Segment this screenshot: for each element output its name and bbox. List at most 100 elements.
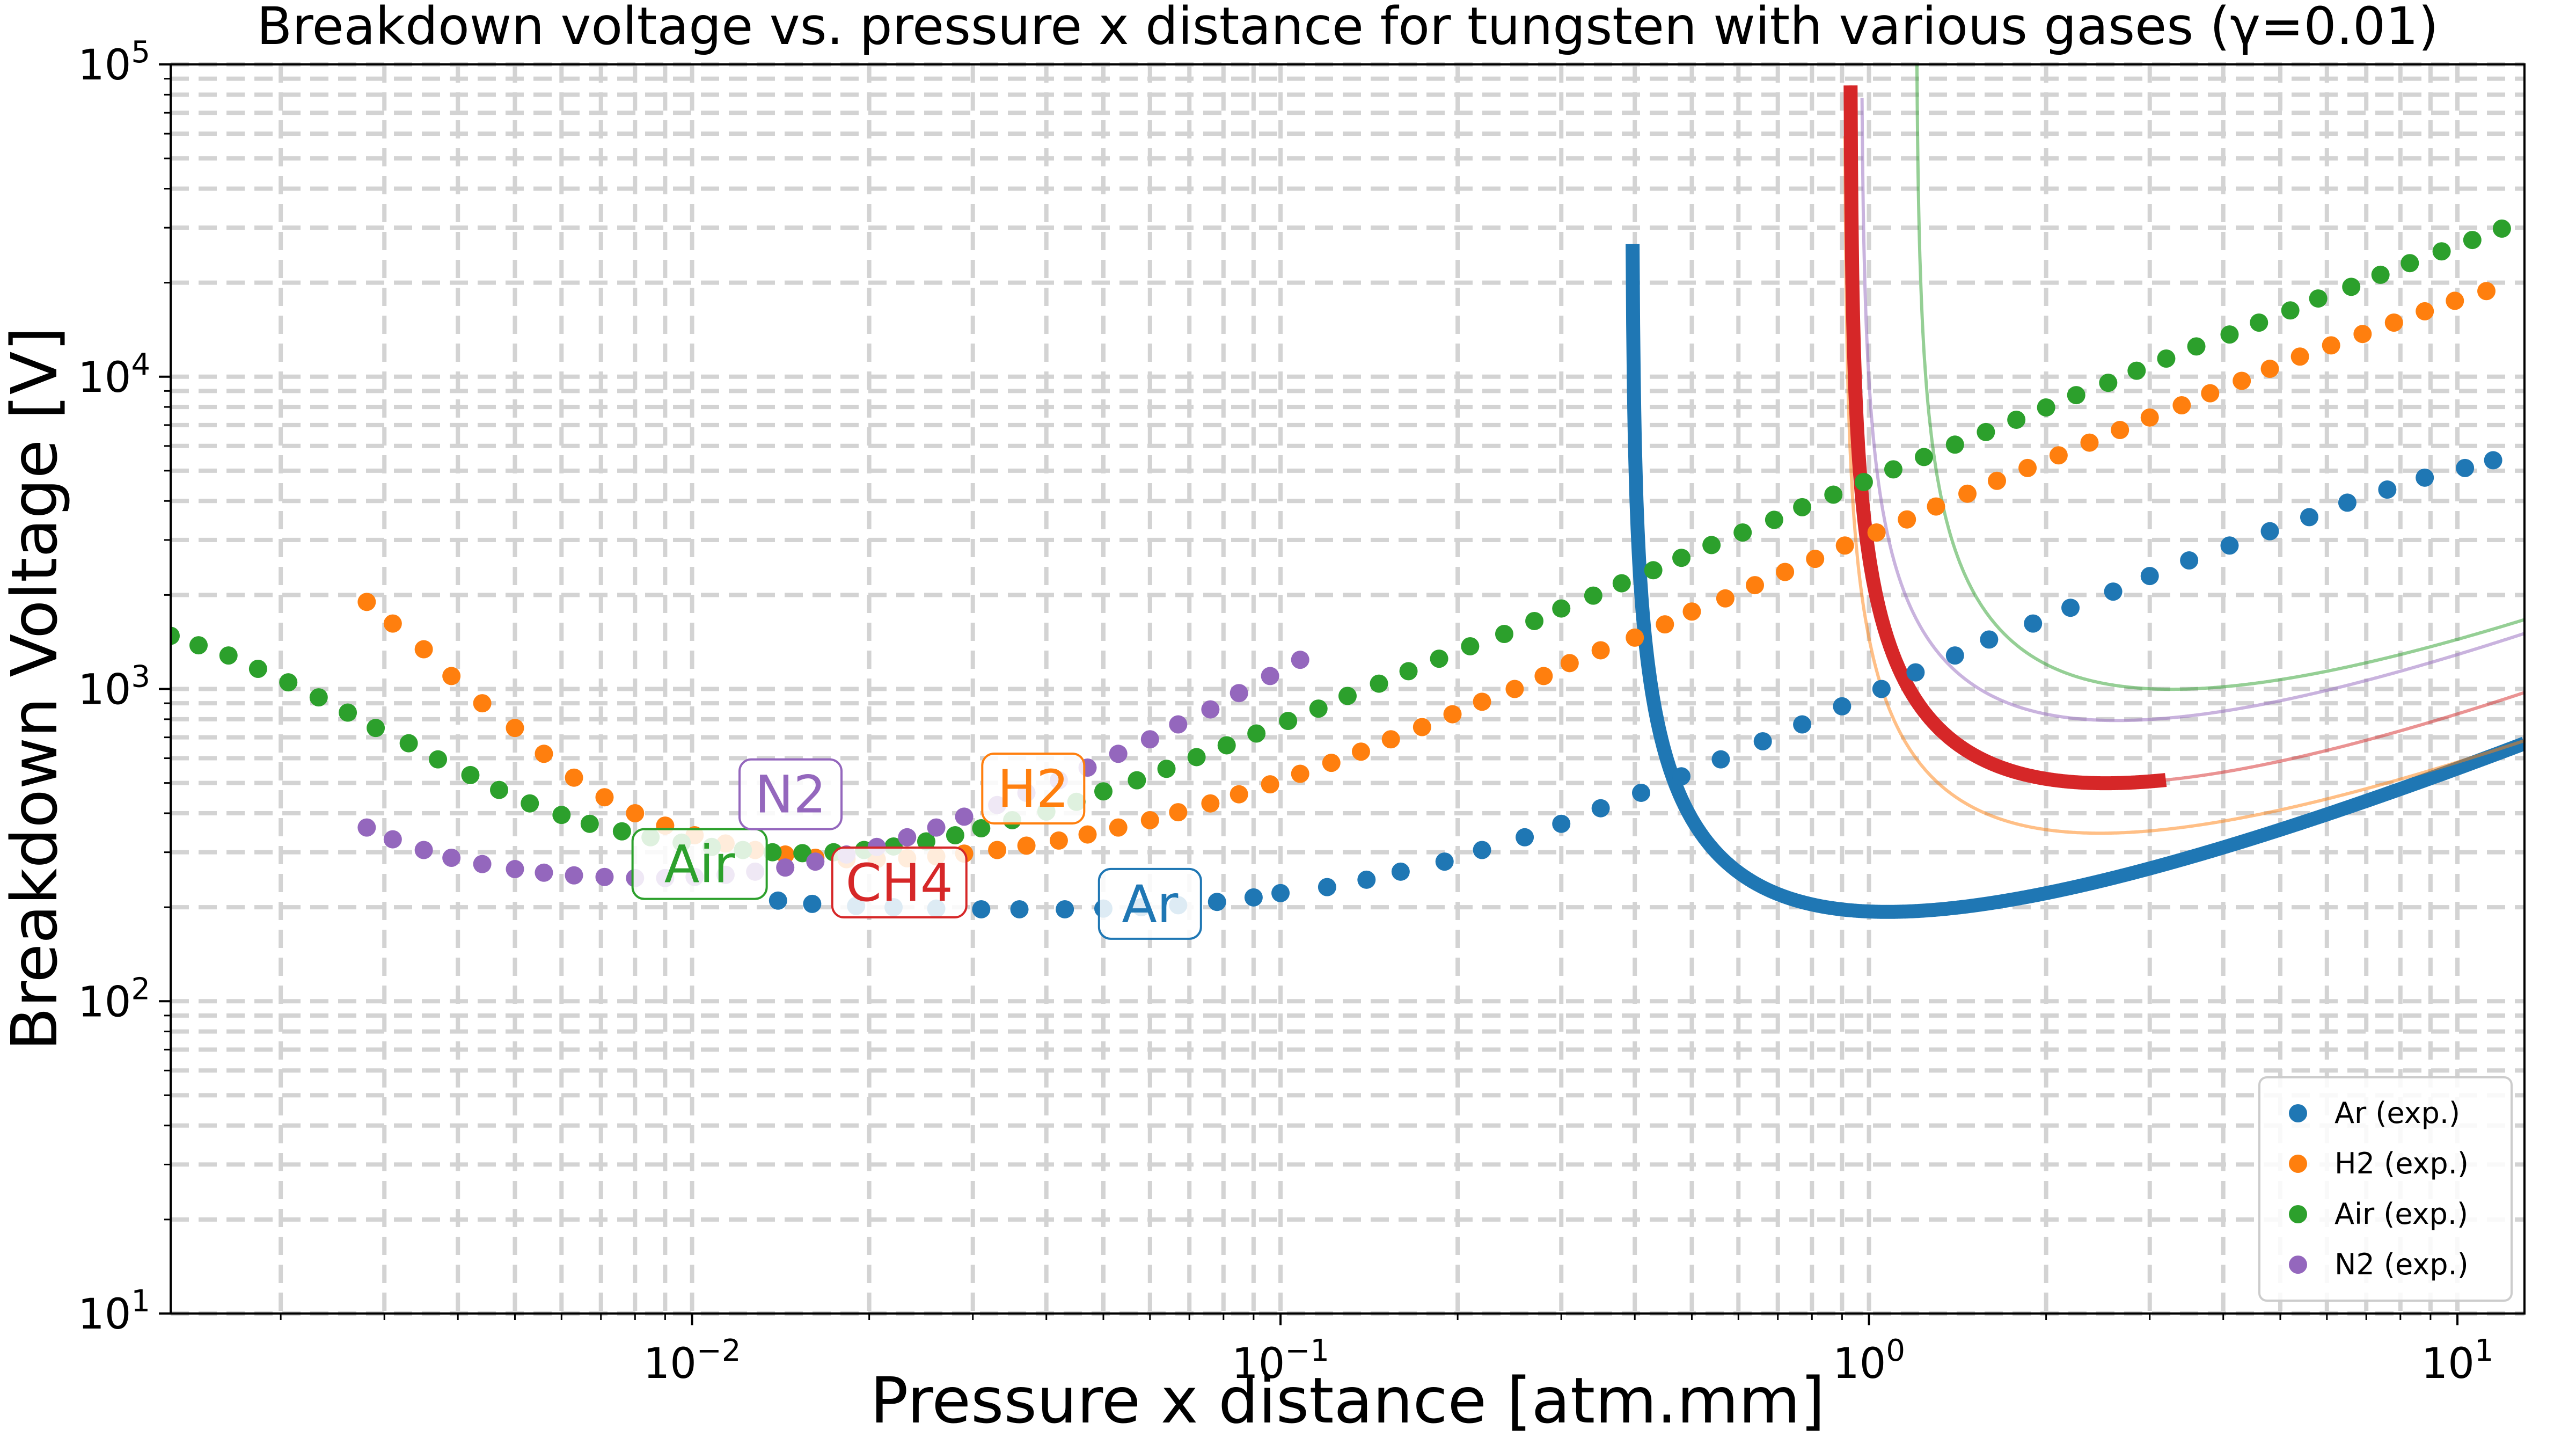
data-point-ar: [972, 900, 991, 918]
fit-curve-ar-highlight: [1626, 244, 2524, 919]
data-point-ar: [2061, 599, 2080, 617]
data-point-h2: [1291, 764, 1309, 783]
data-point-ar: [1357, 870, 1376, 889]
data-point-h2: [595, 788, 614, 807]
data-point-air: [367, 719, 385, 738]
x-axis-ticks: 10−2 10−1 100 101: [280, 1314, 2494, 1388]
data-point-h2: [1927, 497, 1945, 516]
data-point-h2: [383, 614, 402, 633]
data-point-h2: [1230, 785, 1248, 804]
data-point-air: [309, 688, 328, 707]
annotation-box-ch4: [831, 847, 968, 919]
data-point-h2: [2233, 371, 2251, 390]
data-point-ar: [1833, 697, 1851, 716]
data-point-air: [2432, 242, 2451, 261]
data-point-h2: [1591, 641, 1610, 660]
data-point-ar: [769, 891, 787, 910]
data-point-ar: [1672, 767, 1691, 786]
data-point-air: [2099, 374, 2118, 392]
data-point-h2: [2018, 458, 2037, 477]
data-point-n2: [595, 867, 614, 886]
data-point-air: [279, 673, 298, 692]
data-point-h2: [535, 745, 553, 763]
data-point-ar: [2024, 614, 2043, 633]
data-point-h2: [1169, 803, 1188, 822]
data-point-n2: [1169, 715, 1188, 734]
data-point-ar: [803, 894, 822, 913]
data-point-air: [917, 832, 935, 851]
data-point-air: [2463, 231, 2482, 250]
y-tick-label: 101: [78, 1284, 150, 1339]
data-point-air: [552, 806, 571, 824]
data-point-h2: [1835, 536, 1854, 555]
data-point-h2: [1656, 615, 1674, 634]
data-point-ar: [2300, 508, 2318, 527]
data-point-air: [339, 703, 357, 722]
data-point-air: [2037, 398, 2055, 417]
data-point-air: [490, 780, 509, 799]
data-point-ar: [2378, 480, 2397, 499]
data-point-ar: [1872, 680, 1891, 698]
data-point-air: [972, 819, 991, 838]
legend-marker-air: [2289, 1205, 2307, 1223]
data-point-h2: [1049, 831, 1068, 850]
data-point-air: [1793, 498, 1812, 516]
data-point-ar: [1711, 750, 1730, 769]
legend-box: [2258, 1076, 2513, 1302]
data-point-air: [521, 794, 539, 813]
data-point-ar: [2456, 458, 2475, 477]
data-point-n2: [473, 855, 492, 873]
data-point-h2: [2201, 384, 2220, 403]
data-point-air: [1612, 574, 1631, 593]
fit-curve-h2: [1843, 136, 2524, 835]
data-point-air: [1399, 662, 1418, 681]
data-point-ar: [1473, 841, 1491, 859]
data-point-air: [2220, 325, 2239, 344]
data-point-h2: [565, 768, 583, 787]
data-point-h2: [2446, 291, 2464, 310]
data-point-n2: [506, 860, 524, 879]
x-tick-label: 101: [2421, 1333, 2494, 1388]
data-point-air: [2342, 278, 2361, 296]
data-point-ar: [2104, 582, 2123, 601]
data-point-n2: [357, 818, 376, 837]
data-point-air: [1884, 460, 1902, 479]
data-point-air: [1945, 435, 1964, 454]
data-point-air: [1765, 510, 1783, 529]
annotation-label-ch4: CH4: [846, 853, 953, 913]
data-point-air: [1702, 536, 1721, 554]
data-point-air: [612, 822, 631, 841]
data-point-ar: [2416, 468, 2434, 487]
data-point-h2: [414, 640, 433, 659]
y-tick-label: 105: [78, 35, 150, 90]
data-point-h2: [1746, 576, 1765, 595]
data-point-h2: [2140, 408, 2159, 427]
data-point-air: [1644, 561, 1663, 580]
data-point-h2: [2416, 302, 2434, 320]
data-point-h2: [1776, 563, 1795, 581]
legend-marker-n2: [2289, 1256, 2307, 1274]
data-point-air: [1217, 736, 1236, 755]
data-point-n2: [383, 830, 402, 849]
annotation-label-ar: Ar: [1122, 874, 1179, 935]
data-point-n2: [442, 848, 461, 867]
data-point-h2: [1322, 754, 1341, 772]
data-point-air: [461, 765, 480, 784]
x-tick-label: 10−2: [643, 1333, 741, 1388]
data-point-ar: [1516, 828, 1534, 847]
data-point-air: [171, 626, 180, 645]
data-point-h2: [1109, 818, 1128, 837]
data-point-air: [1430, 650, 1448, 668]
data-point-h2: [1867, 523, 1886, 542]
legend: Ar (exp.) H2 (exp.) Air (exp.) N2 (exp.): [2258, 1076, 2513, 1302]
data-point-ar: [2338, 493, 2357, 512]
data-point-h2: [1078, 825, 1097, 844]
data-point-n2: [1109, 745, 1128, 763]
data-point-ar: [2220, 536, 2239, 555]
data-point-ar: [1318, 878, 1336, 896]
data-point-air: [2309, 289, 2328, 308]
x-tick-label: 100: [1833, 1333, 1905, 1388]
data-point-h2: [1560, 654, 1579, 673]
fit-curve-n2: [1860, 98, 2524, 723]
